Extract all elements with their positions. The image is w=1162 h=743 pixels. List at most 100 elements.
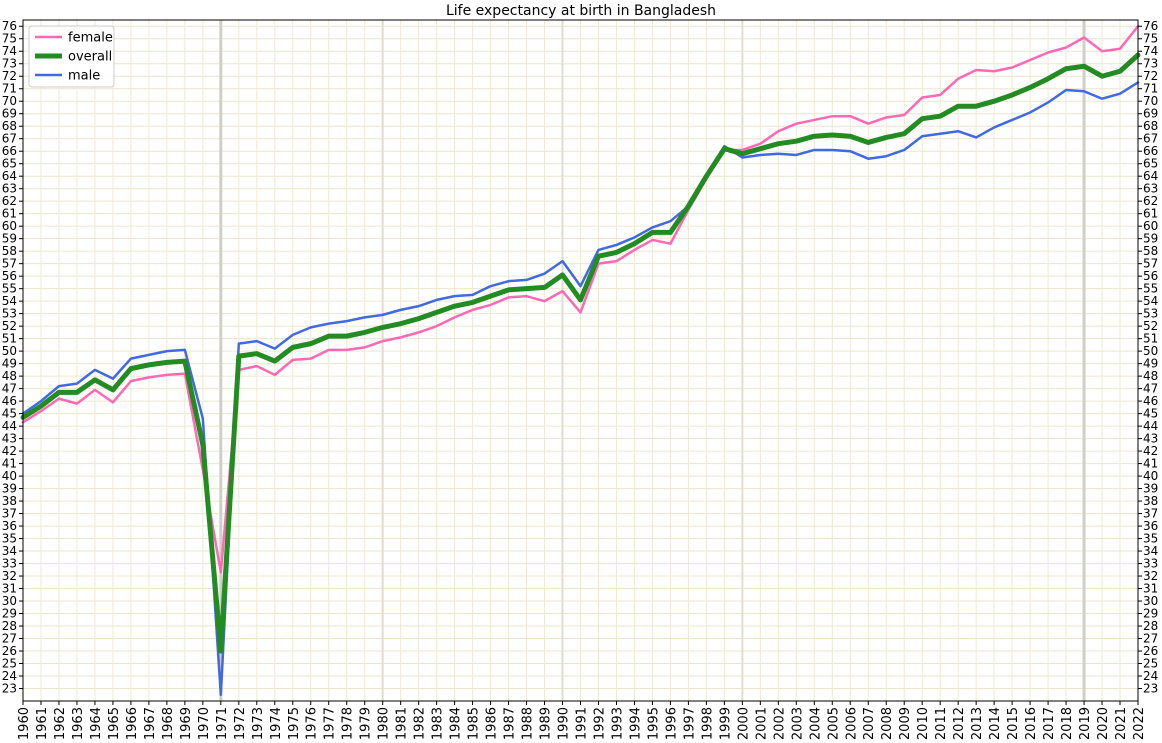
y-tick-label-right: 39 (1143, 482, 1158, 496)
x-tick-label: 1970 (197, 707, 212, 740)
y-tick-label: 28 (2, 619, 17, 633)
x-tick-label: 2020 (1096, 707, 1111, 740)
y-tick-label: 61 (2, 207, 17, 221)
y-axis-left: 2324252627282930313233343536373839404142… (2, 19, 23, 696)
y-tick-label-right: 47 (1143, 382, 1158, 396)
y-tick-label: 71 (2, 82, 17, 96)
legend-label-overall: overall (68, 50, 112, 65)
x-tick-label: 2011 (934, 707, 949, 740)
x-tick-label: 1971 (215, 707, 230, 740)
x-tick-label: 2004 (808, 707, 823, 740)
x-tick-label: 1993 (610, 707, 625, 740)
y-tick-label: 27 (2, 632, 17, 646)
x-tick-label: 2016 (1024, 707, 1039, 740)
y-tick-label: 56 (2, 269, 17, 283)
x-tick-label: 2008 (880, 707, 895, 740)
y-tick-label-right: 66 (1143, 144, 1158, 158)
x-tick-label: 1981 (395, 707, 410, 740)
y-tick-label: 50 (2, 344, 17, 358)
x-tick-label: 1982 (413, 707, 428, 740)
y-tick-label-right: 73 (1143, 57, 1158, 71)
x-tick-label: 1984 (449, 707, 464, 740)
y-tick-label: 53 (2, 307, 17, 321)
x-tick-label: 2001 (754, 707, 769, 740)
x-tick-label: 2006 (844, 707, 859, 740)
y-tick-label: 65 (2, 157, 17, 171)
y-tick-label: 48 (2, 369, 17, 383)
y-tick-label: 43 (2, 432, 17, 446)
y-tick-label-right: 27 (1143, 632, 1158, 646)
x-tick-label: 1962 (53, 707, 68, 740)
y-tick-label: 74 (2, 44, 17, 58)
y-tick-label-right: 51 (1143, 332, 1158, 346)
y-tick-label: 55 (2, 282, 17, 296)
legend-label-female: female (68, 31, 113, 46)
x-tick-label: 2003 (790, 707, 805, 740)
x-tick-label: 1995 (646, 707, 661, 740)
x-tick-label: 1963 (71, 707, 86, 740)
x-tick-label: 1994 (628, 707, 643, 740)
y-tick-label: 36 (2, 519, 17, 533)
x-tick-label: 2010 (916, 707, 931, 740)
y-tick-label: 29 (2, 607, 17, 621)
x-tick-label: 2017 (1042, 707, 1057, 740)
y-tick-label-right: 28 (1143, 619, 1158, 633)
y-tick-label: 76 (2, 19, 17, 33)
y-tick-label-right: 57 (1143, 257, 1158, 271)
y-tick-label-right: 43 (1143, 432, 1158, 446)
x-tick-label: 1992 (592, 707, 607, 740)
x-tick-label: 1979 (359, 707, 374, 740)
x-tick-label: 2018 (1060, 707, 1075, 740)
x-tick-label: 1966 (125, 707, 140, 740)
y-tick-label: 23 (2, 682, 17, 696)
y-tick-label-right: 30 (1143, 594, 1158, 608)
x-tick-label: 1999 (718, 707, 733, 740)
y-tick-label-right: 48 (1143, 369, 1158, 383)
x-tick-label: 1998 (700, 707, 715, 740)
x-tick-label: 2002 (772, 707, 787, 740)
x-tick-label: 2022 (1132, 707, 1147, 740)
y-tick-label-right: 37 (1143, 507, 1158, 521)
x-tick-label: 1978 (341, 707, 356, 740)
x-tick-label: 1989 (539, 707, 554, 740)
x-tick-label: 1968 (161, 707, 176, 740)
y-tick-label-right: 75 (1143, 32, 1158, 46)
x-tick-label: 1969 (179, 707, 194, 740)
y-tick-label-right: 42 (1143, 444, 1158, 458)
y-tick-label-right: 69 (1143, 107, 1158, 121)
x-tick-label: 2009 (898, 707, 913, 740)
x-tick-label: 1985 (467, 707, 482, 740)
y-tick-label-right: 36 (1143, 519, 1158, 533)
x-tick-label: 1987 (503, 707, 518, 740)
y-tick-label: 41 (2, 457, 17, 471)
chart-title: Life expectancy at birth in Bangladesh (446, 3, 716, 19)
x-tick-label: 2014 (988, 707, 1003, 740)
x-tick-label: 1960 (17, 707, 32, 740)
y-tick-label: 26 (2, 644, 17, 658)
y-tick-label: 42 (2, 444, 17, 458)
y-tick-label-right: 53 (1143, 307, 1158, 321)
y-tick-label-right: 55 (1143, 282, 1158, 296)
vertical-markers (219, 20, 1086, 701)
y-tick-label: 75 (2, 32, 17, 46)
y-tick-label: 72 (2, 69, 17, 83)
y-tick-label: 60 (2, 219, 17, 233)
y-tick-label-right: 59 (1143, 232, 1158, 246)
x-tick-label: 1986 (485, 707, 500, 740)
y-tick-label-right: 31 (1143, 582, 1158, 596)
y-tick-label-right: 24 (1143, 669, 1158, 683)
y-tick-label: 47 (2, 382, 17, 396)
series-line-overall (20, 52, 1141, 654)
y-tick-label: 32 (2, 569, 17, 583)
y-tick-label: 39 (2, 482, 17, 496)
y-tick-label: 37 (2, 507, 17, 521)
x-tick-label: 2019 (1078, 707, 1093, 740)
legend: female overall male (28, 25, 115, 88)
y-tick-label-right: 41 (1143, 457, 1158, 471)
x-tick-label: 1983 (431, 707, 446, 740)
y-tick-label: 64 (2, 169, 17, 183)
y-tick-label-right: 71 (1143, 82, 1158, 96)
y-tick-label: 49 (2, 357, 17, 371)
y-tick-label: 52 (2, 319, 17, 333)
y-tick-label-right: 26 (1143, 644, 1158, 658)
